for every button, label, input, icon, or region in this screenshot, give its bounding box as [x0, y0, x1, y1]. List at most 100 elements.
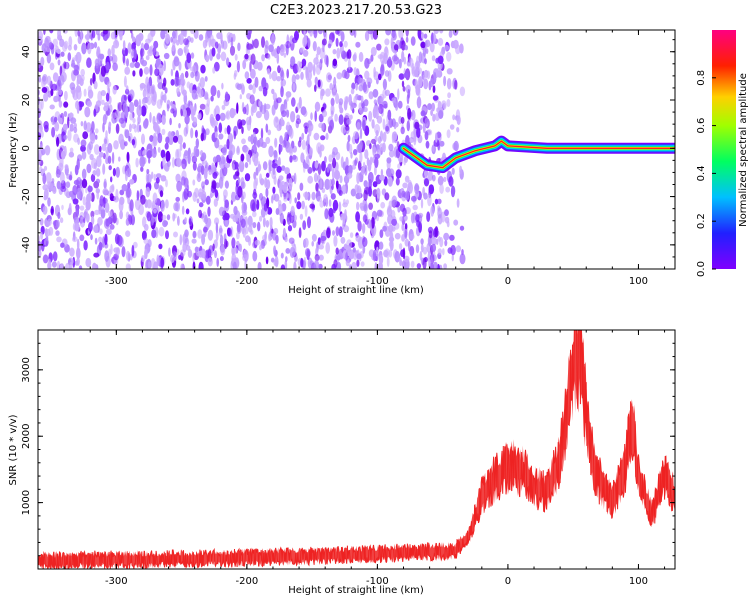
spectrogram-noise-cell	[301, 139, 306, 150]
spectrogram-noise-cell	[77, 137, 80, 145]
spectrogram-noise-cell	[293, 261, 297, 269]
spectrogram-noise-cell	[224, 127, 227, 135]
spectrogram-noise-cell	[215, 222, 219, 234]
spectrogram-noise-cell	[203, 167, 208, 180]
spectrogram-noise-cell	[149, 135, 154, 142]
spectrogram-xtick-label: 0	[505, 276, 511, 287]
spectrogram-noise-cell	[304, 125, 308, 135]
spectrogram-noise-cell	[311, 241, 315, 247]
spectrogram-noise-cell	[277, 199, 282, 207]
spectrogram-noise-cell	[339, 107, 344, 114]
spectrogram-noise-cell	[302, 49, 309, 57]
spectrogram-noise-cell	[129, 112, 134, 121]
spectrogram-noise-cell	[172, 135, 179, 143]
spectrogram-noise-cell	[69, 147, 74, 153]
spectrogram-noise-cell	[127, 42, 132, 54]
spectrogram-noise-cell	[339, 175, 343, 184]
spectrogram-noise-cell	[153, 122, 159, 132]
spectrogram-noise-cell	[182, 89, 187, 97]
spectrogram-noise-cell	[214, 189, 219, 199]
spectrogram-noise-cell	[359, 151, 363, 163]
spectrogram-noise-cell	[407, 182, 413, 194]
spectrogram-noise-cell	[67, 52, 72, 62]
spectrogram-noise-cell	[319, 177, 323, 189]
spectrogram-noise-cell	[220, 51, 227, 62]
spectrogram-noise-cell	[129, 62, 135, 68]
spectrogram-noise-cell	[147, 239, 152, 248]
spectrogram-noise-cell	[286, 68, 290, 79]
spectrogram-noise-cell	[382, 118, 386, 130]
spectrogram-noise-cell	[43, 195, 48, 201]
spectrogram-noise-cell	[55, 230, 60, 236]
spectrogram-noise-cell	[432, 113, 436, 122]
spectrogram-noise-cell	[353, 52, 357, 61]
spectrogram-noise-cell	[272, 92, 278, 101]
spectrogram-noise-cell	[403, 72, 409, 78]
spectrogram-noise-cell	[346, 239, 353, 250]
spectrogram-noise-cell	[424, 58, 427, 65]
spectrogram-noise-cell	[151, 95, 157, 106]
spectrogram-noise-cell	[266, 68, 271, 75]
spectrogram-ytick-label: -20	[21, 188, 32, 204]
spectrogram-noise-cell	[325, 132, 329, 140]
spectrogram-noise-cell	[160, 257, 165, 268]
spectrogram-noise-cell	[402, 207, 407, 217]
spectrogram-noise-cell	[129, 101, 135, 114]
spectrogram-noise-cell	[332, 49, 337, 55]
spectrogram-noise-cell	[153, 208, 157, 214]
spectrogram-noise-cell	[226, 125, 231, 135]
spectrogram-noise-cell	[134, 61, 140, 69]
spectrogram-noise-cell	[65, 181, 71, 188]
snr-series-line	[38, 330, 675, 569]
spectrogram-noise-cell	[231, 191, 235, 202]
spectrogram-noise-cell	[323, 194, 328, 203]
spectrogram-noise-cell	[102, 236, 105, 248]
spectrogram-noise-cell	[245, 116, 251, 126]
spectrogram-noise-cell	[391, 132, 395, 144]
spectrogram-noise-cell	[427, 194, 432, 207]
spectrogram-noise-cell	[333, 235, 338, 247]
spectrogram-noise-cell	[430, 109, 433, 116]
spectrogram-noise-cell	[418, 76, 423, 88]
spectrogram-noise-cell	[431, 102, 435, 112]
spectrogram-noise-cell	[190, 127, 194, 139]
spectrogram-noise-cell	[219, 163, 225, 169]
spectrogram-noise-cell	[348, 164, 353, 175]
spectrogram-noise-cell	[87, 42, 92, 55]
spectrogram-noise-cell	[86, 30, 93, 36]
spectrogram-noise-cell	[140, 166, 144, 172]
spectrogram-noise-cell	[286, 95, 289, 102]
spectrogram-noise-cell	[274, 137, 278, 148]
spectrogram-noise-cell	[80, 30, 83, 41]
spectrogram-noise-cell	[313, 30, 318, 39]
snr-ticks: -300 -200 -100 0 100 1000 2000 3000	[21, 329, 675, 587]
spectrogram-noise-cell	[247, 136, 252, 142]
spectrogram-noise-cell	[76, 187, 82, 200]
spectrogram-noise-cell	[286, 109, 290, 118]
spectrogram-noise-cell	[406, 120, 410, 132]
spectrogram-noise-cell	[271, 104, 276, 116]
spectrogram-noise-cell	[303, 237, 309, 248]
spectrogram-noise-cell	[125, 250, 131, 261]
spectrogram-noise-cell	[350, 101, 354, 111]
spectrogram-noise-cell	[101, 99, 105, 106]
spectrogram-noise-cell	[188, 218, 192, 225]
spectrogram-noise-cell	[442, 248, 445, 256]
spectrogram-noise-cell	[378, 103, 384, 115]
spectrogram-noise-cell	[146, 96, 152, 106]
spectrogram-noise-cell	[431, 237, 437, 246]
spectrogram-noise-cell	[259, 215, 263, 222]
spectrogram-noise-cell	[427, 103, 432, 111]
spectrogram-noise-cell	[432, 85, 436, 93]
spectrogram-noise-cell	[160, 175, 167, 182]
spectrogram-noise-cell	[162, 157, 166, 168]
spectrogram-noise-cell	[307, 216, 311, 229]
spectrogram-noise-cell	[250, 105, 254, 117]
spectrogram-noise-cell	[241, 201, 248, 214]
spectrogram-noise-cell	[425, 140, 430, 149]
spectrogram-noise-cell	[323, 30, 328, 41]
spectrogram-noise-cell	[341, 184, 347, 195]
spectrogram-noise-cell	[391, 55, 398, 62]
spectrogram-noise-cell	[309, 147, 313, 156]
spectrogram-noise-cell	[83, 88, 87, 97]
